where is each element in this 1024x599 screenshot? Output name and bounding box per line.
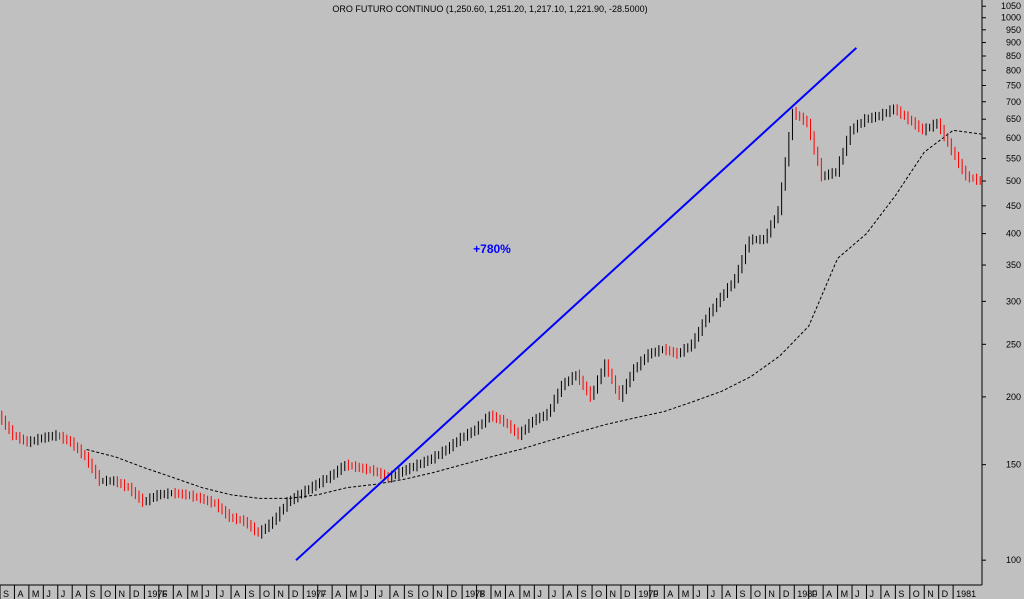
x-tick-label: F <box>812 589 818 599</box>
x-tick-label: J <box>220 589 225 599</box>
x-tick-label: A <box>234 589 240 599</box>
y-tick-label: 950 <box>1006 25 1021 35</box>
x-tick-label: J <box>46 589 51 599</box>
x-tick-label: F <box>162 589 168 599</box>
y-tick-label: 250 <box>1006 339 1021 349</box>
x-tick-label: M <box>841 589 849 599</box>
x-tick-label: O <box>754 589 761 599</box>
price-series <box>1 104 981 539</box>
x-tick-label: S <box>898 589 904 599</box>
trendline <box>295 47 858 561</box>
y-tick-label: 850 <box>1006 51 1021 61</box>
x-tick-label: J <box>61 589 66 599</box>
x-tick-label: A <box>826 589 832 599</box>
x-tick-label: F <box>480 589 486 599</box>
x-tick-label: S <box>581 589 587 599</box>
x-tick-label: S <box>90 589 96 599</box>
x-tick-label: A <box>335 589 341 599</box>
y-tick-label: 800 <box>1006 65 1021 75</box>
x-tick-label: J <box>378 589 383 599</box>
x-tick-label: A <box>176 589 182 599</box>
y-tick-label: 450 <box>1006 201 1021 211</box>
chart-title: ORO FUTURO CONTINUO (1,250.60, 1,251.20,… <box>332 4 647 14</box>
x-tick-label: A <box>884 589 890 599</box>
x-tick-label: 1977 <box>306 589 326 599</box>
x-tick-label: A <box>17 589 23 599</box>
x-tick-label: S <box>3 589 9 599</box>
x-tick-label: A <box>667 589 673 599</box>
x-tick-label: J <box>855 589 860 599</box>
x-tick-label: N <box>927 589 934 599</box>
x-tick-label: D <box>783 589 790 599</box>
y-tick-label: 150 <box>1006 460 1021 470</box>
x-tick-label: M <box>32 589 40 599</box>
annotation-label: +780% <box>473 242 511 256</box>
y-tick-label: 600 <box>1006 133 1021 143</box>
x-tick-label: M <box>350 589 358 599</box>
x-tick-label: O <box>263 589 270 599</box>
y-tick-label: 100 <box>1006 555 1021 565</box>
x-tick-label: O <box>422 589 429 599</box>
x-tick-label: A <box>566 589 572 599</box>
x-tick-label: A <box>725 589 731 599</box>
x-tick-label: M <box>682 589 690 599</box>
x-tick-label: D <box>133 589 140 599</box>
y-tick-label: 400 <box>1006 229 1021 239</box>
x-tick-label: 1978 <box>465 589 485 599</box>
y-tick-label: 900 <box>1006 38 1021 48</box>
x-tick-label: 1981 <box>956 589 976 599</box>
y-tick-label: 300 <box>1006 296 1021 306</box>
moving-average-series <box>86 129 983 499</box>
x-tick-label: D <box>624 589 631 599</box>
x-tick-label: N <box>277 589 284 599</box>
x-tick-label: D <box>292 589 299 599</box>
y-tick-label: 750 <box>1006 81 1021 91</box>
x-tick-label: J <box>205 589 210 599</box>
x-tick-label: F <box>653 589 659 599</box>
x-tick-label: 1980 <box>797 589 817 599</box>
x-tick-label: A <box>393 589 399 599</box>
y-axis: 100 150 200 250 300 350 400 450 500 550 600 650 700 7… <box>982 1 1021 565</box>
x-tick-label: N <box>119 589 126 599</box>
x-tick-label: J <box>537 589 542 599</box>
x-tick-label: N <box>610 589 617 599</box>
x-tick-label: O <box>913 589 920 599</box>
y-tick-label: 650 <box>1006 114 1021 124</box>
x-tick-label: J <box>696 589 701 599</box>
y-tick-label: 200 <box>1006 392 1021 402</box>
x-tick-label: A <box>75 589 81 599</box>
x-tick-label: D <box>451 589 458 599</box>
y-tick-label: 1000 <box>1001 13 1021 23</box>
x-tick-label: O <box>104 589 111 599</box>
x-tick-label: 1979 <box>638 589 658 599</box>
x-tick-label: J <box>711 589 716 599</box>
x-tick-label: J <box>552 589 557 599</box>
x-tick-label: M <box>494 589 502 599</box>
y-tick-label: 350 <box>1006 260 1021 270</box>
x-tick-label: S <box>740 589 746 599</box>
x-tick-label: N <box>436 589 443 599</box>
x-tick-label: 1976 <box>147 589 167 599</box>
x-tick-label: N <box>768 589 775 599</box>
x-tick-label: S <box>249 589 255 599</box>
x-tick-label: M <box>523 589 531 599</box>
x-tick-label: J <box>869 589 874 599</box>
x-tick-label: O <box>595 589 602 599</box>
moving-average-line <box>86 129 983 499</box>
y-tick-label: 500 <box>1006 176 1021 186</box>
x-tick-label: J <box>364 589 369 599</box>
x-tick-label: A <box>508 589 514 599</box>
y-tick-label: 700 <box>1006 97 1021 107</box>
y-tick-label: 1050 <box>1001 1 1021 11</box>
y-tick-label: 550 <box>1006 154 1021 164</box>
x-tick-label: D <box>942 589 949 599</box>
x-tick-label: F <box>321 589 327 599</box>
x-tick-label: S <box>407 589 413 599</box>
x-tick-label: M <box>191 589 199 599</box>
